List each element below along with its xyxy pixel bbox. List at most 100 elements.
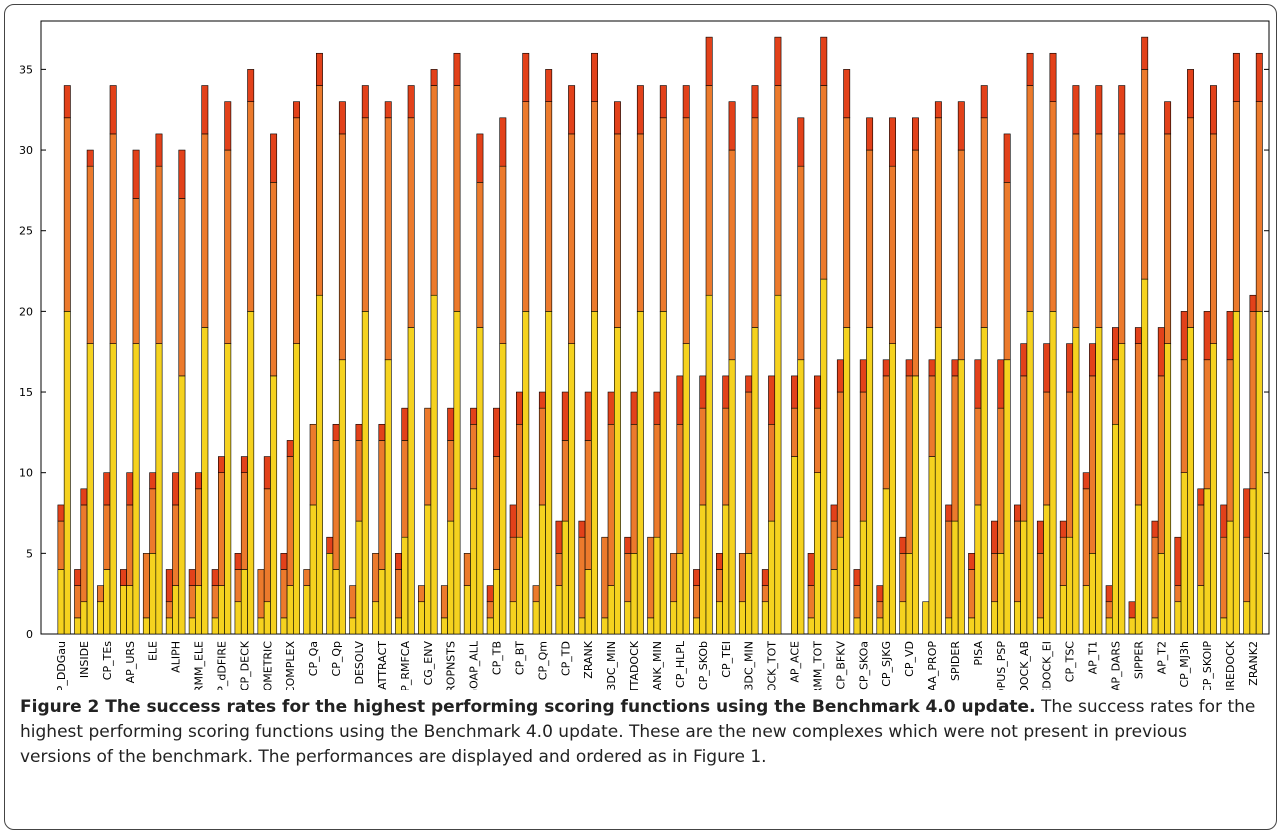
bar-segment: [1043, 391, 1051, 506]
bar-segment: [74, 569, 82, 586]
bar-segment: [1134, 327, 1142, 344]
caption-label: Figure 2 The success rates for the highe…: [20, 697, 1036, 717]
bar-segment: [126, 504, 134, 586]
bar-segment: [1026, 52, 1034, 86]
bar-segment: [132, 343, 140, 635]
bar-segment: [401, 536, 409, 635]
x-tick-label: FIREDOCK_AB: [1018, 641, 1031, 690]
x-tick-label: AP_dDFIRE: [215, 641, 228, 690]
x-tick-label: ATTRACT: [376, 641, 389, 690]
x-tick-label: CP_Qp: [330, 641, 343, 676]
bar-segment: [86, 343, 94, 635]
caption-text: The success rates for the highest perfor…: [20, 697, 1256, 767]
bar-segment: [1043, 343, 1051, 393]
bar-segment: [401, 407, 409, 441]
bar-segment: [1141, 36, 1149, 70]
bar-segment: [103, 569, 111, 635]
bar-segment: [866, 327, 874, 635]
bar-segment: [286, 456, 294, 586]
bar-segment: [384, 101, 392, 119]
bar-segment: [791, 375, 798, 409]
bar-segment: [1157, 553, 1165, 635]
bar-segment: [316, 85, 323, 296]
x-tick-label: PYDOCK_TOT: [766, 641, 779, 690]
bar-segment: [682, 117, 690, 344]
bar-segment: [332, 569, 340, 635]
bar-segment: [980, 85, 988, 119]
y-tick-label: 30: [19, 144, 33, 157]
bar-segment: [912, 149, 919, 377]
bar-segment: [516, 536, 523, 635]
bar-segment: [378, 569, 386, 635]
bar-segment: [401, 440, 409, 538]
x-tick-label: CP_TEs: [101, 641, 114, 680]
bar-segment: [584, 391, 592, 441]
bar-segment: [728, 359, 736, 635]
bar-segment: [247, 69, 255, 102]
bar-segment: [889, 117, 896, 167]
bar-segment: [132, 198, 140, 344]
bar-segment: [218, 585, 225, 635]
bar-segment: [1255, 311, 1263, 635]
bar-segment: [630, 553, 638, 635]
x-tick-label: ZRANK2: [1247, 641, 1260, 686]
bar-segment: [653, 391, 661, 425]
bar-segment: [716, 553, 723, 570]
bar-segment: [63, 117, 71, 312]
bar-segment: [309, 504, 317, 635]
bar-segment: [1118, 85, 1126, 135]
bar-segment: [470, 423, 478, 490]
bar-segment: [957, 149, 965, 361]
bar-segment: [1105, 617, 1113, 635]
bar-segment: [853, 617, 861, 635]
bar-segment: [463, 585, 471, 635]
x-tick-label: AP_T1: [1087, 641, 1100, 674]
bar-segment: [716, 569, 723, 603]
bar-segment: [188, 569, 196, 586]
x-tick-label: CP_HLPL: [674, 640, 687, 688]
bar-segment: [836, 536, 844, 635]
bar-segment: [109, 343, 117, 635]
bar-segment: [372, 553, 380, 603]
bar-segment: [624, 553, 632, 603]
bar-segment: [1164, 343, 1172, 635]
bar-segment: [1014, 601, 1021, 635]
x-tick-label: CG_ENV: [422, 641, 435, 686]
bar-segment: [1203, 359, 1211, 490]
bar-segment: [722, 375, 730, 409]
bar-segment: [407, 327, 415, 635]
bar-segment: [1089, 375, 1096, 554]
bar-segment: [728, 149, 736, 361]
bar-segment: [224, 149, 232, 344]
bar-segment: [211, 585, 219, 619]
bar-segment: [286, 585, 294, 635]
bar-segment: [997, 553, 1005, 635]
bar-segment: [682, 85, 690, 119]
bar-segment: [807, 617, 815, 635]
bar-segment: [1089, 343, 1096, 377]
bar-segment: [761, 569, 769, 586]
bar-segment: [178, 149, 186, 199]
bar-segment: [172, 504, 180, 586]
bar-segment: [280, 553, 288, 570]
bar-segment: [522, 52, 530, 102]
x-tick-label: CP_SKOa: [857, 641, 870, 690]
bar-segment: [578, 536, 586, 619]
bar-segment: [699, 375, 707, 409]
bar-segment: [820, 278, 828, 635]
bar-segment: [859, 359, 867, 393]
bar-segment: [768, 375, 776, 425]
bar-segment: [1082, 585, 1090, 635]
bar-segment: [957, 359, 965, 635]
bar-segment: [522, 311, 530, 635]
bar-segment: [791, 407, 798, 457]
bar-segment: [280, 617, 288, 635]
bar-segment: [676, 553, 684, 635]
bar-segment: [614, 101, 621, 135]
bar-segment: [738, 601, 746, 635]
bar-segment: [280, 569, 288, 619]
bar-segment: [843, 117, 851, 328]
bar-segment: [951, 359, 959, 377]
x-tick-label: INSIDE: [78, 641, 91, 678]
bar-segment: [716, 601, 723, 635]
